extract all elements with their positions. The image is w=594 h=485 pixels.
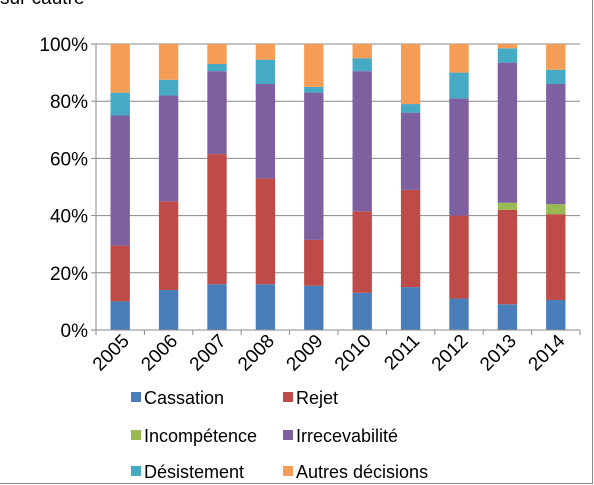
- bar-segment: [255, 59, 276, 85]
- bar-segment: [497, 44, 518, 49]
- x-tick-label: 2009: [283, 331, 328, 376]
- bar-segment: [158, 44, 179, 80]
- y-tick-label: 0%: [61, 321, 89, 342]
- bar-segment: [497, 209, 518, 305]
- bar-segment: [449, 215, 469, 299]
- bar-segment: [158, 79, 179, 96]
- axes: [91, 43, 581, 335]
- bar-segment: [207, 284, 227, 330]
- legend-swatch: [283, 430, 293, 440]
- x-tick-label: 2005: [89, 331, 134, 376]
- bar-segment: [400, 287, 421, 330]
- x-tick-label: 2010: [331, 331, 376, 376]
- y-tick-label: 100%: [39, 35, 88, 56]
- bar-segment: [352, 211, 372, 293]
- y-tick-label: 40%: [50, 207, 88, 228]
- bar-segment: [255, 178, 276, 285]
- bar-segment: [449, 98, 469, 216]
- x-tick-label: 2012: [428, 331, 473, 376]
- bar-segment: [400, 112, 421, 190]
- bar-segment: [158, 289, 179, 330]
- bar-segment: [546, 44, 566, 70]
- x-tick-label: 2014: [525, 330, 570, 375]
- bar-segment: [207, 64, 227, 72]
- x-tick-label: 2008: [234, 331, 279, 376]
- x-tick-label: 2013: [476, 331, 521, 376]
- bar-segment: [110, 115, 130, 246]
- bar-segment: [400, 104, 421, 113]
- bar-segment: [304, 86, 324, 93]
- y-tick-label: 20%: [50, 264, 88, 285]
- bar-segment: [207, 44, 227, 65]
- bar-segment: [207, 71, 227, 155]
- bar-segment: [449, 72, 469, 99]
- y-tick-label: 60%: [50, 149, 88, 170]
- bar-segment: [110, 301, 130, 330]
- bar-segment: [304, 239, 324, 286]
- bar-segment: [546, 299, 566, 330]
- bar-segment: [255, 84, 276, 179]
- bar-segment: [352, 71, 372, 212]
- bar-segment: [400, 44, 421, 105]
- y-tick-label: 80%: [50, 92, 88, 113]
- legend-swatch: [131, 392, 141, 402]
- bar-segment: [400, 189, 421, 288]
- bar-segment: [497, 48, 518, 63]
- legend-label: Incompétence: [144, 426, 257, 446]
- bar-segment: [207, 154, 227, 285]
- bar-segment: [449, 298, 469, 330]
- bar-segment: [110, 92, 130, 116]
- x-tick-labels: 2005 2006 2007 2008 2009 2010 2011 2012 2013 2014: [89, 330, 570, 375]
- bar-segment: [158, 95, 179, 202]
- y-tick-labels: 0% 20% 40% 60% 80% 100%: [39, 35, 88, 342]
- bar-segment: [110, 245, 130, 302]
- x-tick-label: 2011: [380, 331, 424, 375]
- legend-swatch: [131, 466, 141, 476]
- bar-segment: [497, 304, 518, 330]
- legend-label: Autres décisions: [296, 462, 428, 482]
- bar-segment: [546, 204, 566, 215]
- legend-label: Rejet: [296, 388, 338, 408]
- bar-segment: [352, 44, 372, 59]
- legend-swatch: [131, 430, 141, 440]
- bar-segment: [449, 44, 469, 73]
- bar-segment: [304, 44, 324, 87]
- legend-swatch: [283, 466, 293, 476]
- bar-segment: [546, 84, 566, 205]
- bar-segment: [497, 202, 518, 210]
- legend-label: Désistement: [144, 462, 244, 482]
- legend: Cassation Rejet Incompétence Irrecevabilité…: [131, 388, 428, 482]
- bar-segment: [352, 58, 372, 72]
- bar-segment: [110, 44, 130, 93]
- x-tick-label: 2007: [186, 331, 231, 376]
- chart-title-fragment: sur cautre: [0, 0, 84, 10]
- legend-label: Cassation: [144, 388, 224, 408]
- bar-segment: [352, 292, 372, 330]
- legend-label: Irrecevabilité: [296, 426, 398, 446]
- bars: [110, 44, 566, 330]
- bar-segment: [158, 201, 179, 290]
- bar-segment: [304, 285, 324, 330]
- bar-segment: [304, 92, 324, 240]
- bar-segment: [255, 284, 276, 330]
- bar-segment: [497, 62, 518, 203]
- bar-segment: [546, 214, 566, 300]
- legend-swatch: [283, 392, 293, 402]
- x-tick-label: 2006: [137, 331, 182, 376]
- bar-segment: [255, 44, 276, 60]
- bar-segment: [546, 69, 566, 85]
